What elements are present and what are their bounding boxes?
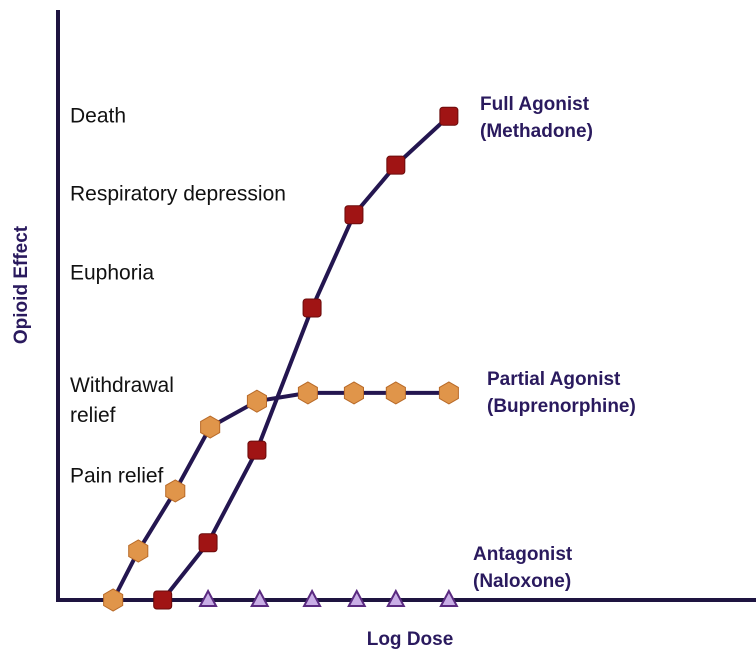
effect-label: Pain relief [70,465,164,488]
series-label: Partial Agonist (Buprenorphine) [487,369,636,417]
point [297,381,318,405]
series-label: Antagonist (Naloxone) [473,544,573,592]
point [438,381,459,405]
point [103,588,124,612]
point [198,533,218,553]
point [128,539,149,563]
point [165,479,186,503]
point [343,381,364,405]
point [198,588,218,607]
x-axis-label: Log Dose [367,629,454,650]
effect-label: Respiratory depression [70,183,286,206]
point [344,205,364,225]
point [439,106,459,126]
point [200,415,221,439]
point [385,381,406,405]
point [250,588,270,607]
point [386,155,406,175]
point [347,588,367,607]
effect-label: Withdrawal relief [70,374,174,427]
series-label: Full Agonist (Methadone) [480,94,593,142]
point [247,440,267,460]
effect-label: Euphoria [70,262,154,285]
effect-label: Death [70,105,126,128]
point [302,298,322,318]
point [153,590,173,610]
point [439,588,459,607]
point [246,389,267,413]
point [302,588,322,607]
y-axis-label: Opioid Effect [11,225,32,344]
point [386,588,406,607]
series-line [111,390,449,601]
